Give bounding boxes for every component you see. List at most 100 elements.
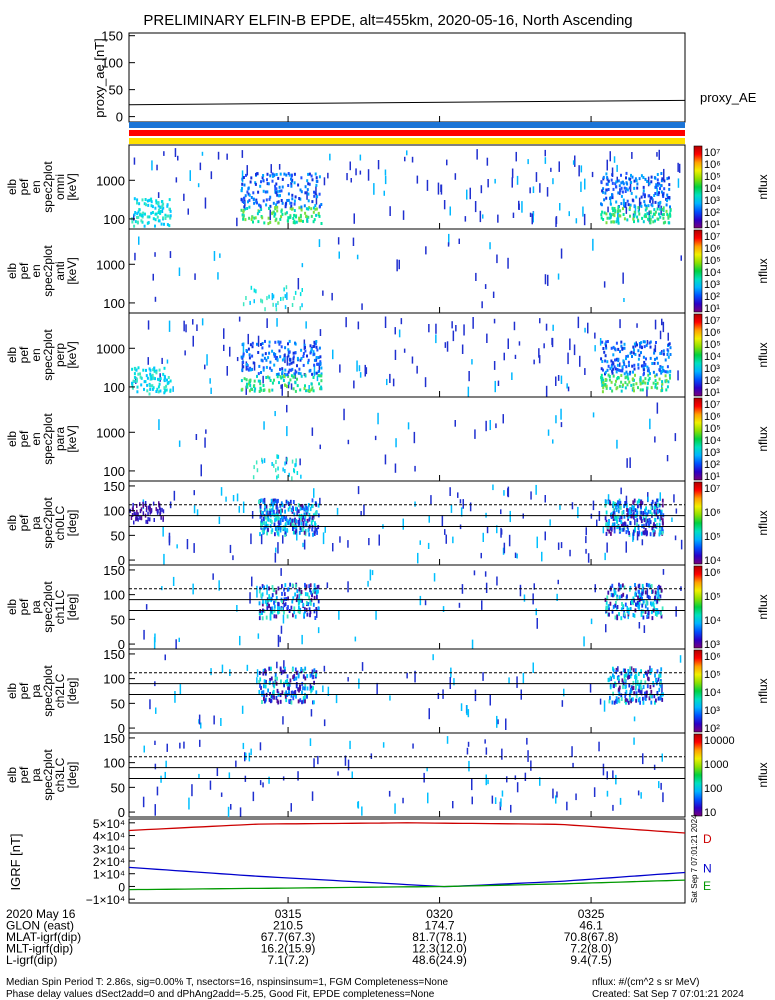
colorbar-tick-label: 10⁴	[704, 435, 721, 447]
flux-streak	[154, 763, 157, 770]
flux-cell	[295, 676, 298, 681]
flux-cell	[301, 690, 303, 695]
flux-cell	[612, 507, 615, 512]
flux-streak	[256, 669, 259, 677]
flux-streak	[491, 795, 494, 804]
flux-cell	[146, 389, 149, 393]
flux-cell	[293, 296, 295, 301]
flux-streak	[311, 791, 314, 801]
flux-cell	[299, 197, 302, 201]
flux-cell	[643, 518, 646, 523]
flux-cell	[637, 219, 640, 223]
flux-cell	[265, 679, 267, 684]
flux-cell	[266, 512, 269, 517]
flux-cell	[272, 294, 275, 299]
flux-streak	[592, 500, 595, 511]
flux-cell	[290, 605, 293, 610]
flux-cell	[263, 526, 266, 531]
flux-streak	[309, 683, 312, 691]
flux-streak	[251, 511, 254, 519]
flux-cell	[291, 522, 294, 526]
flux-streak	[198, 714, 201, 725]
flux-cell	[654, 210, 657, 214]
flux-cell	[294, 614, 297, 619]
flux-cell	[635, 693, 638, 698]
flux-streak	[508, 534, 511, 547]
flux-cell	[287, 521, 289, 526]
flux-streak	[238, 316, 241, 322]
flux-cell	[168, 207, 171, 211]
flux-cell	[284, 523, 287, 528]
flux-cell	[141, 220, 144, 224]
flux-cell	[629, 695, 631, 700]
flux-cell	[136, 216, 138, 219]
flux-cell	[240, 198, 243, 202]
flux-streak	[519, 584, 522, 597]
flux-cell	[647, 367, 650, 371]
flux-cell	[638, 530, 641, 535]
flux-cell	[615, 505, 617, 510]
flux-streak	[536, 618, 538, 629]
flux-streak	[339, 364, 341, 373]
flux-cell	[295, 506, 297, 511]
flux-cell	[159, 511, 161, 516]
spectrogram-panel-ch0LC: 150100500elbpefpaspec2plotch0LC[deg]10⁷1…	[5, 479, 770, 568]
flux-streak	[533, 359, 535, 365]
flux-cell	[616, 363, 619, 367]
flux-cell	[605, 196, 608, 200]
flux-streak	[286, 292, 288, 300]
flux-cell	[627, 607, 630, 612]
flux-cell	[311, 669, 314, 674]
flux-streak	[497, 214, 499, 223]
flux-cell	[310, 207, 313, 211]
flux-streak	[466, 705, 468, 716]
flux-cell	[311, 527, 314, 532]
flux-cell	[151, 373, 154, 377]
flux-streak	[632, 533, 634, 542]
flux-cell	[275, 182, 278, 186]
flux-cell	[661, 388, 664, 392]
flux-cell	[315, 358, 318, 362]
flux-cell	[628, 531, 630, 536]
flux-cell	[251, 388, 254, 391]
flux-streak	[620, 487, 622, 495]
flux-cell	[149, 517, 151, 522]
flux-cell	[301, 303, 303, 308]
flux-cell	[667, 380, 670, 384]
flux-cell	[656, 361, 659, 365]
flux-cell	[644, 604, 647, 609]
flux-cell	[645, 204, 648, 208]
panel-ylabel-line: [deg]	[65, 510, 79, 537]
flux-streak	[646, 340, 649, 345]
flux-streak	[511, 372, 513, 380]
flux-cell	[617, 504, 620, 509]
flux-cell	[284, 346, 287, 350]
flux-cell	[280, 679, 282, 684]
flux-streak	[394, 327, 396, 335]
flux-cell	[654, 219, 656, 223]
flux-streak	[555, 795, 557, 804]
flux-cell	[611, 181, 614, 185]
flux-cell	[276, 190, 279, 194]
flux-streak	[511, 168, 514, 179]
flux-cell	[272, 587, 275, 592]
flux-cell	[312, 602, 315, 607]
flux-cell	[247, 186, 250, 190]
flux-cell	[249, 366, 252, 370]
flux-cell	[147, 517, 149, 522]
flux-cell	[164, 217, 167, 220]
flux-streak	[266, 584, 268, 595]
flux-cell	[259, 677, 262, 682]
flux-cell	[642, 379, 645, 383]
flux-streak	[428, 324, 430, 333]
flux-streak	[447, 242, 450, 247]
flux-cell	[260, 371, 262, 374]
flux-streak	[394, 349, 397, 360]
flux-cell	[145, 374, 148, 378]
flux-cell	[163, 386, 166, 390]
flux-cell	[628, 683, 631, 688]
flux-cell	[622, 213, 625, 216]
flux-cell	[253, 379, 256, 383]
flux-cell	[613, 522, 616, 527]
flux-cell	[636, 215, 639, 219]
